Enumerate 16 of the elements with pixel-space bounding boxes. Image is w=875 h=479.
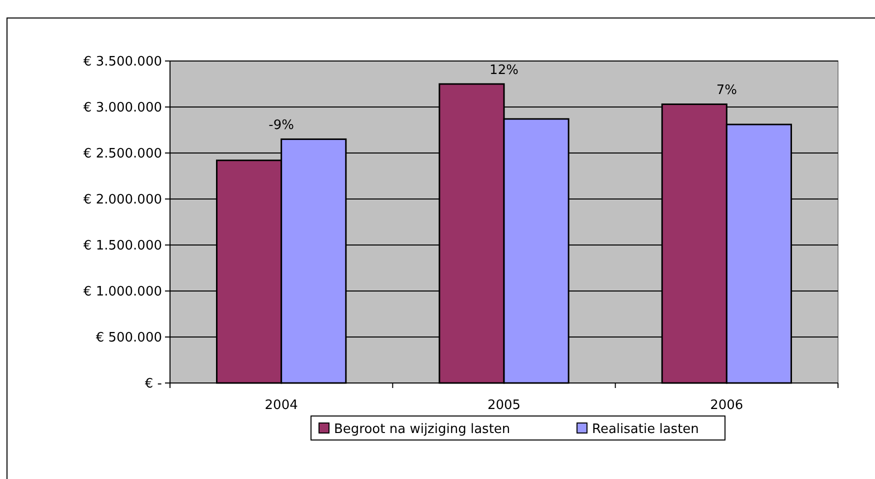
- x-tick-label: 2006: [710, 398, 744, 413]
- x-tick-label: 2004: [264, 398, 298, 413]
- y-tick-label: € 3.500.000: [83, 54, 162, 70]
- y-tick-label: € 1.000.000: [83, 284, 162, 300]
- y-tick-label: € -: [144, 376, 162, 392]
- y-tick-label: € 2.500.000: [83, 146, 162, 162]
- y-tick-label: € 3.000.000: [83, 100, 162, 116]
- y-tick-label: € 2.000.000: [83, 192, 162, 208]
- annotation: -9%: [268, 118, 294, 134]
- y-tick-label: € 500.000: [96, 330, 162, 346]
- annotation: 7%: [716, 83, 737, 98]
- annotation: 12%: [490, 63, 518, 78]
- y-tick-label: € 1.500.000: [83, 238, 162, 254]
- legend-label: Realisatie lasten: [592, 422, 699, 437]
- legend-label: Begroot na wijziging lasten: [334, 422, 510, 437]
- x-tick-label: 2005: [487, 398, 521, 413]
